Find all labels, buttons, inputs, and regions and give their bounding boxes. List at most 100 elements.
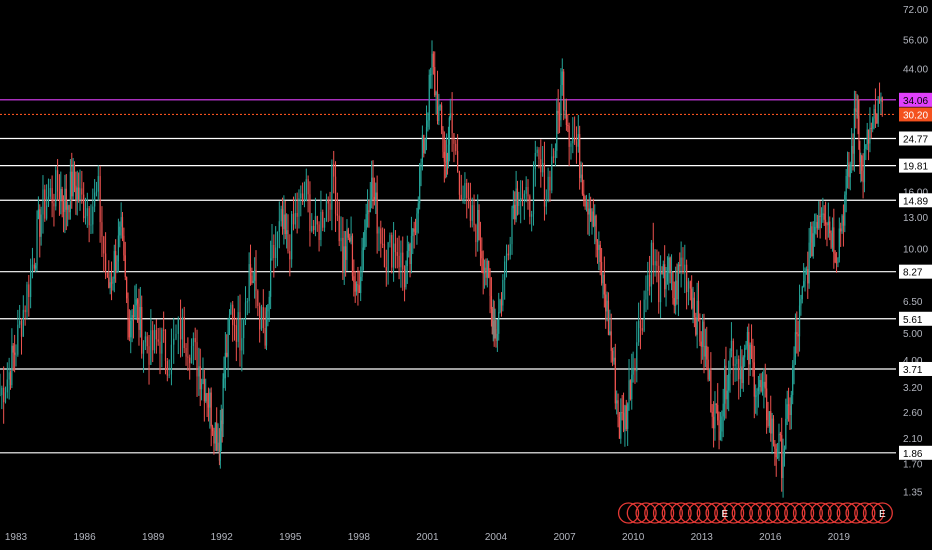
candle-body (677, 264, 679, 300)
level-badge-label: 19.81 (903, 162, 928, 173)
candle-body (808, 242, 810, 284)
earnings-marker[interactable] (731, 502, 753, 524)
candle-body (829, 221, 831, 234)
earnings-marker[interactable] (862, 502, 885, 524)
earnings-marker[interactable] (749, 502, 771, 524)
candle-body (366, 210, 369, 215)
earnings-marker[interactable] (845, 502, 867, 524)
candle-body (219, 431, 221, 461)
candle-body (752, 359, 754, 363)
candle-body (109, 282, 111, 288)
candle-body (273, 244, 275, 258)
candle-body (448, 117, 450, 145)
candle-body (336, 213, 338, 216)
candle-body (565, 110, 567, 125)
candle-body (249, 264, 252, 276)
earnings-marker[interactable] (644, 502, 666, 524)
candle-body (128, 318, 130, 338)
candle-body (76, 187, 78, 200)
candle-body (300, 193, 302, 199)
earnings-marker[interactable] (740, 502, 762, 524)
earnings-marker[interactable] (635, 502, 657, 524)
earnings-marker[interactable] (810, 502, 832, 524)
candle-body (51, 188, 53, 204)
candle-body (561, 71, 563, 85)
earnings-marker[interactable] (687, 502, 710, 524)
earnings-marker[interactable] (801, 502, 823, 524)
candle-body (549, 176, 551, 191)
earnings-marker[interactable] (836, 502, 858, 524)
candle-body (446, 153, 449, 165)
candle-body (770, 411, 772, 434)
candle-body (443, 151, 445, 162)
candle-body (183, 316, 185, 349)
candle-body (209, 392, 211, 408)
candle-body (99, 176, 101, 223)
candle-body (760, 380, 762, 392)
candle-body (715, 403, 717, 405)
candle-body (68, 205, 70, 213)
candle-body (789, 405, 791, 415)
candle-body (708, 370, 711, 380)
candle-body (575, 141, 578, 147)
earnings-marker[interactable] (757, 502, 780, 524)
candle-body (654, 261, 656, 266)
price-axis[interactable]: 72.00 56.00 44.00 16.00 13.00 10.00 6.50 5.00 4.… (903, 5, 928, 499)
earnings-marker[interactable] (679, 502, 701, 524)
level-badge-label: 24.77 (903, 134, 928, 145)
earnings-marker[interactable] (626, 502, 648, 524)
earnings-marker[interactable] (714, 502, 736, 524)
earnings-marker[interactable] (652, 502, 675, 524)
candle-body (859, 149, 861, 163)
candle-body (185, 348, 187, 357)
earnings-marker[interactable] (792, 502, 815, 524)
candle-body (101, 222, 103, 237)
candle-body (117, 235, 119, 262)
time-axis[interactable]: 1983 1986 1989 1992 1995 1998 2001 2004 2007 2010… (5, 532, 851, 543)
candle-body (857, 110, 859, 117)
candle-body (248, 264, 250, 302)
candle-body (713, 416, 715, 429)
earnings-marker[interactable] (617, 502, 640, 524)
candle-body (606, 300, 608, 312)
earnings-marker[interactable] (670, 502, 692, 524)
candle-body (357, 284, 359, 286)
candle-body (815, 221, 817, 227)
y-tick-label: 56.00 (903, 35, 928, 46)
candle-body (141, 306, 143, 354)
earnings-marker[interactable] (775, 502, 797, 524)
candle-body (668, 257, 670, 274)
candle-body (842, 215, 845, 226)
candle-body (438, 106, 440, 122)
candle-body (643, 299, 645, 331)
earnings-marker[interactable] (784, 502, 806, 524)
candle-body (777, 457, 779, 459)
level-badge-label: 30.20 (903, 110, 928, 121)
earnings-marker[interactable] (819, 502, 841, 524)
earnings-marker[interactable] (661, 502, 683, 524)
candle-body (542, 163, 544, 173)
candle-body (121, 217, 124, 236)
candle-body (529, 196, 531, 217)
candle-body (36, 219, 38, 266)
candle-body (881, 97, 883, 102)
candle-body (28, 284, 30, 298)
candle-body (22, 309, 24, 337)
earnings-marker[interactable] (696, 502, 718, 524)
earnings-marker[interactable] (827, 502, 850, 524)
earnings-marker[interactable] (854, 502, 876, 524)
candle-body (416, 213, 418, 233)
earnings-marker[interactable] (766, 502, 788, 524)
earnings-marker[interactable] (705, 502, 727, 524)
candle-body (558, 113, 561, 121)
candle-body (58, 191, 61, 200)
candle-body (152, 330, 154, 351)
candle-body (825, 219, 827, 225)
earnings-marker[interactable] (722, 502, 745, 524)
earnings-marker[interactable] (871, 502, 893, 524)
candle-body (860, 155, 862, 163)
candle-body (424, 138, 426, 154)
